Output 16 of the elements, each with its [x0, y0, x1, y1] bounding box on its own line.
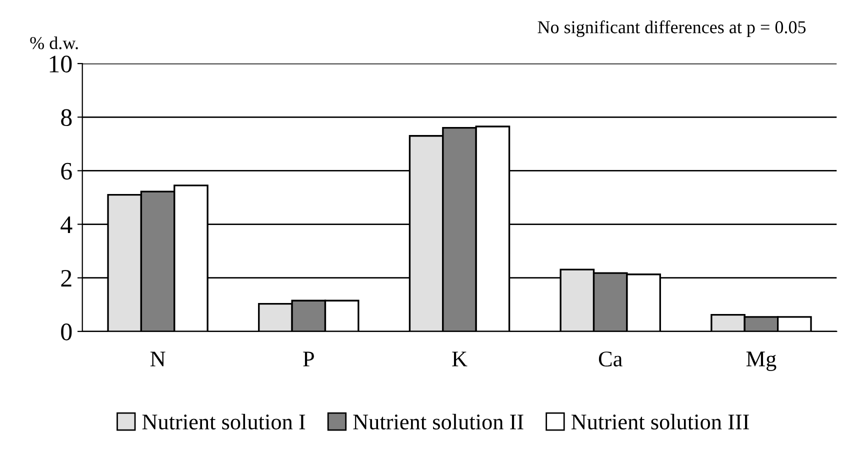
y-tick-label: 6 — [61, 162, 72, 180]
legend-label: Nutrient solution I — [142, 414, 306, 430]
x-tick-label: K — [452, 352, 468, 366]
x-tick-label: N — [150, 352, 166, 366]
y-tick-label: 2 — [61, 270, 72, 287]
y-axis-title: % d.w. — [30, 36, 78, 50]
x-tick-label: P — [303, 352, 314, 366]
y-tick-label: 8 — [61, 109, 72, 126]
x-tick-label: Ca — [598, 352, 622, 367]
y-tick-label: 4 — [60, 216, 72, 233]
text: No significant differences at p = 0.05 — [538, 20, 806, 38]
legend-label: Nutrient solution III — [571, 414, 749, 430]
legend-label: Nutrient solution II — [353, 414, 524, 430]
y-tick-label: 0 — [61, 323, 72, 340]
y-tick-label: 10 — [50, 56, 72, 72]
x-tick-label: Mg — [746, 352, 776, 372]
